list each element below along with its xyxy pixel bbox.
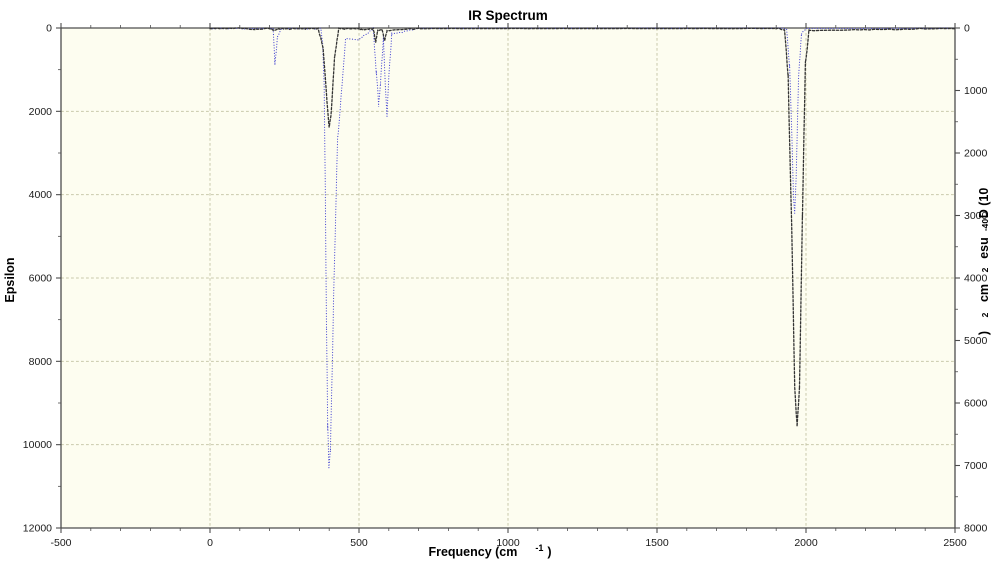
svg-text:cm: cm xyxy=(977,284,991,302)
svg-text:2000: 2000 xyxy=(964,148,988,160)
svg-text:): ) xyxy=(977,331,991,335)
svg-text:2000: 2000 xyxy=(794,537,818,549)
svg-text:2500: 2500 xyxy=(943,537,967,549)
svg-text:6000: 6000 xyxy=(964,398,988,410)
svg-text:Epsilon: Epsilon xyxy=(3,257,17,302)
svg-text:8000: 8000 xyxy=(964,523,988,535)
svg-text:4000: 4000 xyxy=(964,273,988,285)
svg-text:8000: 8000 xyxy=(29,356,53,368)
svg-text:2: 2 xyxy=(980,267,990,272)
svg-text:2000: 2000 xyxy=(29,106,53,118)
svg-text:esu: esu xyxy=(977,237,991,259)
svg-text:4000: 4000 xyxy=(29,189,53,201)
svg-text:IR Spectrum: IR Spectrum xyxy=(468,8,548,23)
svg-text:1000: 1000 xyxy=(964,85,988,97)
svg-text:0: 0 xyxy=(46,23,52,35)
svg-text:10000: 10000 xyxy=(23,439,52,451)
svg-text:1500: 1500 xyxy=(645,537,669,549)
svg-text:5000: 5000 xyxy=(964,335,988,347)
svg-text:0: 0 xyxy=(964,23,970,35)
svg-text:12000: 12000 xyxy=(23,523,52,535)
svg-text:D (10: D (10 xyxy=(977,188,991,219)
svg-text:-40: -40 xyxy=(980,219,990,232)
svg-text:500: 500 xyxy=(350,537,368,549)
svg-text:0: 0 xyxy=(207,537,213,549)
svg-text:6000: 6000 xyxy=(29,273,53,285)
svg-text:-500: -500 xyxy=(50,537,71,549)
svg-text:7000: 7000 xyxy=(964,460,988,472)
svg-text:2: 2 xyxy=(980,312,990,317)
